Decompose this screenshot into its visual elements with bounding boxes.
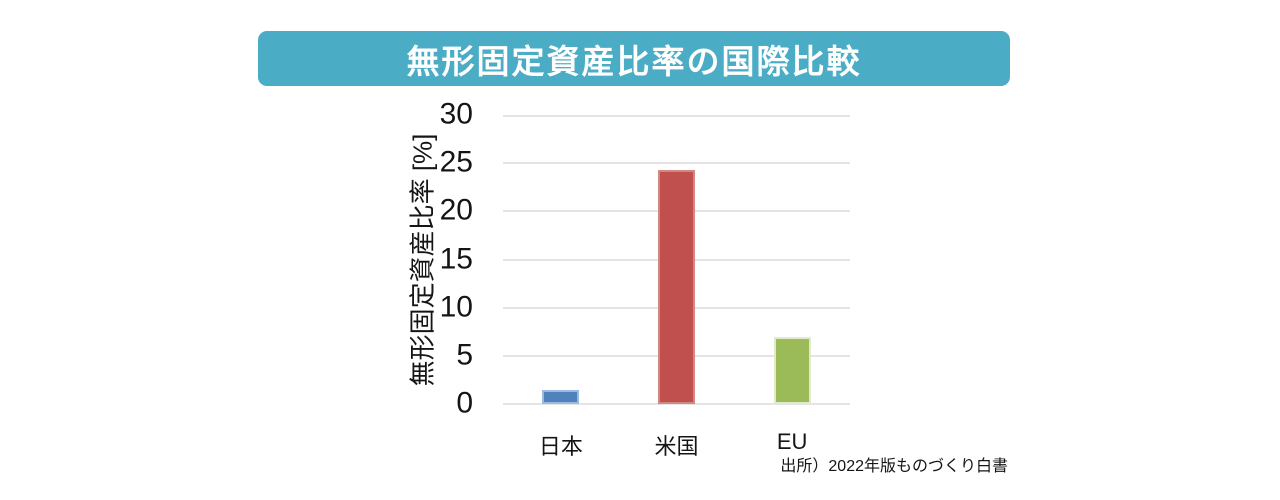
y-tick-label: 30 <box>439 97 473 131</box>
title-banner: 無形固定資産比率の国際比較 <box>258 31 1010 86</box>
gridline <box>503 115 850 117</box>
plot-area <box>503 115 850 405</box>
y-tick-label: 0 <box>456 386 473 420</box>
y-tick-label: 15 <box>439 241 473 275</box>
source-note: 出所）2022年版ものづくり白書 <box>780 458 1008 475</box>
page-title: 無形固定資産比率の国際比較 <box>406 42 862 80</box>
x-axis-label: 米国 <box>654 434 699 459</box>
y-tick-label: 5 <box>456 338 473 372</box>
x-axis-label: EU <box>776 429 808 454</box>
bar <box>658 169 695 404</box>
y-tick-label: 10 <box>439 289 473 323</box>
bar <box>542 389 580 404</box>
gridline <box>503 403 850 405</box>
y-axis-title: 無形固定資産比率 [%] <box>407 133 438 387</box>
bar <box>773 336 811 404</box>
x-axis-label: 日本 <box>538 434 583 459</box>
y-tick-label: 20 <box>439 193 473 227</box>
y-tick-label: 25 <box>439 145 473 179</box>
gridline <box>503 162 850 165</box>
